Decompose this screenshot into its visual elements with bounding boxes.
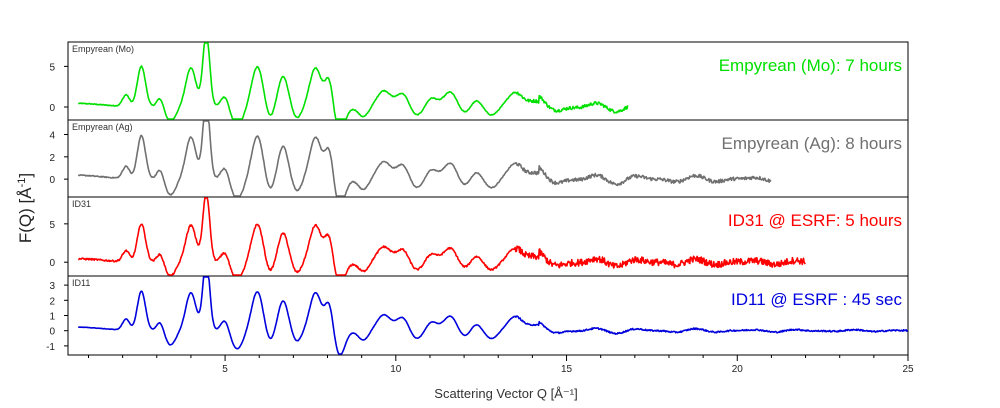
y-tick-label: 0 (49, 103, 55, 114)
series-annotation: ID11 @ ESRF : 45 sec (731, 290, 902, 309)
panel-corner-label: Empyrean (Mo) (72, 44, 134, 54)
x-tick-label: 5 (222, 364, 228, 375)
y-tick-label: 2 (49, 296, 55, 307)
x-axis-label: Scattering Vector Q [Å⁻¹] (434, 386, 577, 401)
series-annotation: Empyrean (Mo): 7 hours (719, 56, 902, 75)
x-tick-label: 20 (732, 364, 744, 375)
panel-corner-label: ID31 (72, 199, 91, 209)
y-tick-label: 5 (49, 62, 55, 73)
data-series-line (77, 197, 806, 276)
y-axis-label-sup: -1 (16, 178, 28, 188)
data-series-line (78, 276, 909, 355)
series-annotation: ID31 @ ESRF: 5 hours (728, 211, 902, 230)
y-tick-label: 4 (49, 131, 55, 142)
data-series-line (77, 120, 772, 197)
y-tick-label: 0 (49, 258, 55, 269)
y-axis-label: F(Q) [Å-1] (16, 173, 35, 243)
y-tick-label: 2 (49, 153, 55, 164)
panel-corner-label: Empyrean (Ag) (72, 122, 133, 132)
panel-corner-label: ID11 (72, 278, 90, 288)
y-tick-label: 3 (49, 281, 55, 292)
y-tick-label: -1 (46, 342, 55, 353)
panel-frame (67, 275, 909, 356)
y-tick-label: 0 (49, 327, 55, 338)
panel-frame (67, 41, 909, 121)
y-tick-label: 0 (49, 175, 55, 186)
y-tick-label: 5 (49, 220, 55, 231)
x-tick-label: 10 (390, 364, 402, 375)
y-tick-label: 1 (49, 312, 55, 323)
y-axis-label-end: ] (16, 173, 35, 178)
x-tick-label: 25 (902, 364, 914, 375)
series-annotation: Empyrean (Ag): 8 hours (722, 134, 902, 153)
x-tick-label: 15 (561, 364, 573, 375)
data-series-line (77, 42, 629, 120)
y-axis-label-main: F(Q) [Å (16, 187, 35, 243)
